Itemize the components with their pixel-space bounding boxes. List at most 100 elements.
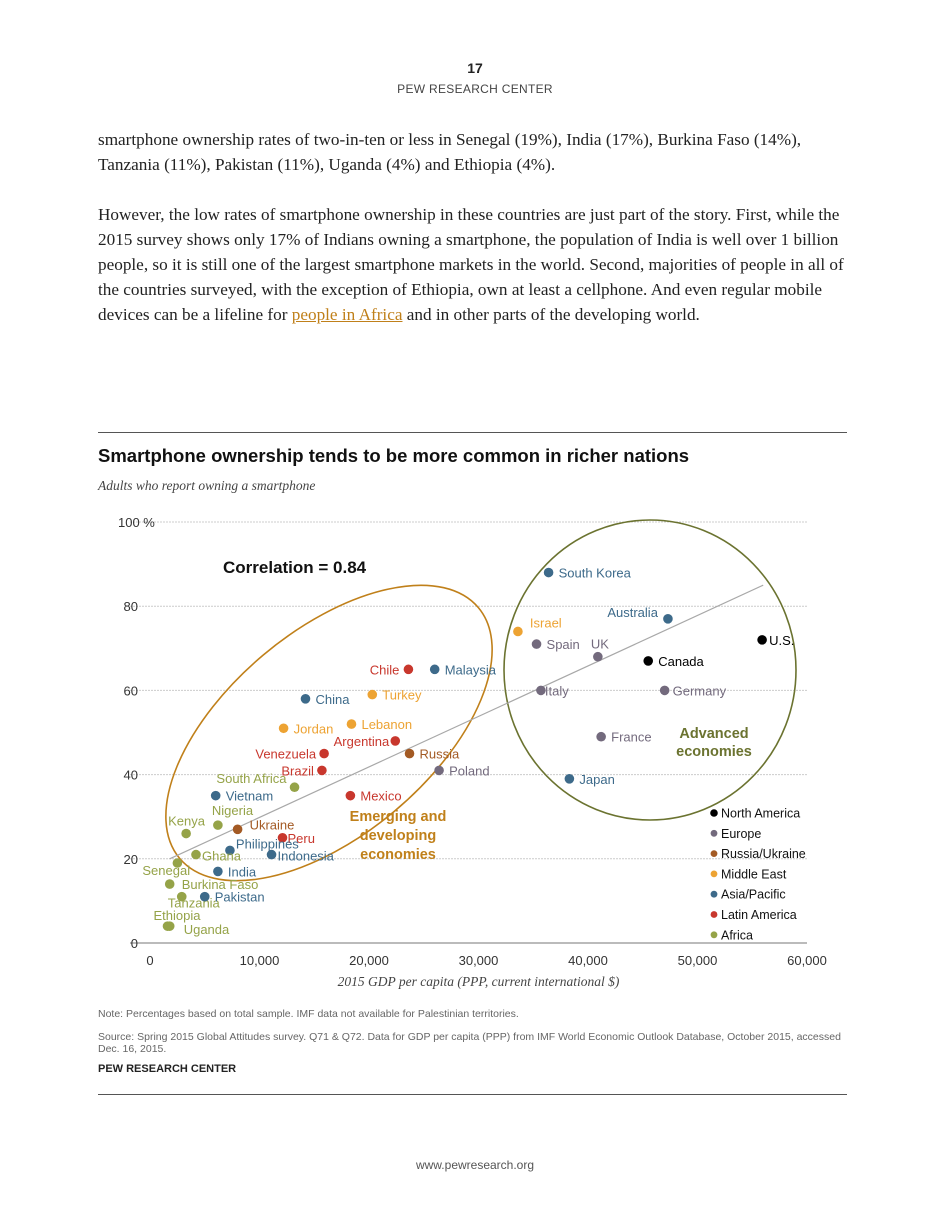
data-point xyxy=(434,765,444,776)
data-point xyxy=(531,639,542,649)
point-label: Pakistan xyxy=(215,890,265,905)
people-in-africa-link[interactable]: people in Africa xyxy=(291,305,403,324)
legend-label: North America xyxy=(721,807,800,821)
emerging-economies-label: economies xyxy=(360,847,436,863)
point-label: Ghana xyxy=(202,849,242,864)
point-label: Germany xyxy=(673,683,727,698)
point-label: Italy xyxy=(545,683,569,698)
data-point xyxy=(593,651,603,662)
legend-label: Europe xyxy=(721,827,761,841)
data-point xyxy=(199,891,210,902)
emerging-economies-ellipse xyxy=(165,584,493,882)
emerging-economies-label: developing xyxy=(360,828,437,844)
data-point xyxy=(663,614,673,624)
point-label: China xyxy=(315,692,350,707)
point-label: Burkina Faso xyxy=(182,877,259,892)
data-point xyxy=(181,828,191,839)
data-point xyxy=(213,866,223,877)
point-label: Brazil xyxy=(281,763,314,778)
data-point xyxy=(172,858,183,868)
data-point xyxy=(536,685,546,696)
data-point xyxy=(319,748,329,759)
point-label: Peru xyxy=(287,831,314,846)
scatter-chart: 0 20 40 60 80 100 % 0 10,000 20,000 30,000 40,000 5… xyxy=(118,515,827,989)
advanced-economies-label: Advanced xyxy=(679,726,748,742)
point-label: Australia xyxy=(607,605,658,620)
x-tick-label: 50,000 xyxy=(678,953,718,968)
y-tick-label: 60 xyxy=(124,683,138,698)
point-label: Poland xyxy=(449,763,489,778)
paragraph-1: smartphone ownership rates of two-in-ten… xyxy=(98,130,802,174)
data-point xyxy=(643,656,654,666)
point-label: Spain xyxy=(547,637,580,652)
legend-marker xyxy=(710,911,718,918)
point-label: Philippines xyxy=(236,836,299,851)
correlation-label: Correlation = 0.84 xyxy=(223,558,367,577)
x-tick-label: 60,000 xyxy=(787,953,827,968)
point-label: Russia xyxy=(420,747,461,762)
chart-subtitle: Adults who report owning a smartphone xyxy=(98,478,316,493)
chart-org: PEW RESEARCH CENTER xyxy=(98,1063,237,1075)
legend-marker xyxy=(710,809,718,817)
data-point xyxy=(659,685,670,696)
point-label: Malaysia xyxy=(445,662,497,677)
page-number: 17 xyxy=(467,60,483,76)
data-point xyxy=(164,879,175,889)
y-tick-label: 80 xyxy=(124,599,138,614)
data-point xyxy=(278,723,289,734)
data-point xyxy=(176,891,187,902)
emerging-economies-label: Emerging and xyxy=(350,809,447,825)
point-label: Ethiopia xyxy=(154,908,202,923)
legend-label: Middle East xyxy=(721,867,787,881)
point-label: Ukraine xyxy=(250,817,295,832)
data-point xyxy=(513,626,523,637)
data-point xyxy=(390,736,401,746)
point-label: South Korea xyxy=(559,566,632,581)
advanced-economies-ellipse xyxy=(503,519,797,821)
x-tick-label: 10,000 xyxy=(240,953,280,968)
point-label: South Africa xyxy=(216,771,287,786)
legend-marker xyxy=(710,890,718,898)
legend-label: Russia/Ukraine xyxy=(721,847,806,861)
point-label: Lebanon xyxy=(361,717,412,732)
legend-marker xyxy=(710,829,718,837)
data-point xyxy=(225,845,235,856)
x-tick-label: 20,000 xyxy=(349,953,389,968)
legend-marker xyxy=(710,931,718,939)
data-point xyxy=(543,567,554,578)
chart-title: Smartphone ownership tends to be more co… xyxy=(98,445,690,466)
point-label: Mexico xyxy=(360,789,401,804)
y-tick-label: 100 % xyxy=(118,515,155,530)
point-label: UK xyxy=(591,637,609,652)
legend-label: Asia/Pacific xyxy=(721,888,786,902)
legend-marker xyxy=(710,850,718,857)
trend-line xyxy=(169,584,764,860)
point-label: Jordan xyxy=(294,721,334,736)
data-point xyxy=(404,748,415,759)
point-label: Nigeria xyxy=(212,803,254,818)
x-tick-label: 40,000 xyxy=(568,953,608,968)
legend-label: Latin America xyxy=(721,908,797,922)
data-point xyxy=(345,790,356,801)
point-label: Indonesia xyxy=(278,849,335,864)
chart-source: Source: Spring 2015 Global Attitudes sur… xyxy=(98,1031,841,1055)
data-point xyxy=(429,664,440,675)
legend-marker xyxy=(710,870,718,878)
point-label: Kenya xyxy=(168,814,206,829)
point-label: Senegal xyxy=(142,863,190,878)
x-tick-label: 30,000 xyxy=(459,953,499,968)
paragraph-2-end: and in other parts of the developing wor… xyxy=(402,305,700,324)
y-tick-label: 40 xyxy=(124,768,138,783)
data-point xyxy=(277,832,288,843)
point-label: Israel xyxy=(530,615,562,630)
chart-top-rule xyxy=(98,432,847,433)
data-point xyxy=(289,782,300,793)
point-label: France xyxy=(611,730,651,745)
paragraph-2: However, the low rates of smartphone own… xyxy=(98,202,858,327)
data-point xyxy=(300,694,311,704)
point-label: Argentina xyxy=(334,734,390,749)
chart-bottom-rule xyxy=(98,1094,847,1095)
x-axis-label: 2015 GDP per capita (PPP, current intern… xyxy=(338,974,620,989)
data-point xyxy=(164,921,175,931)
